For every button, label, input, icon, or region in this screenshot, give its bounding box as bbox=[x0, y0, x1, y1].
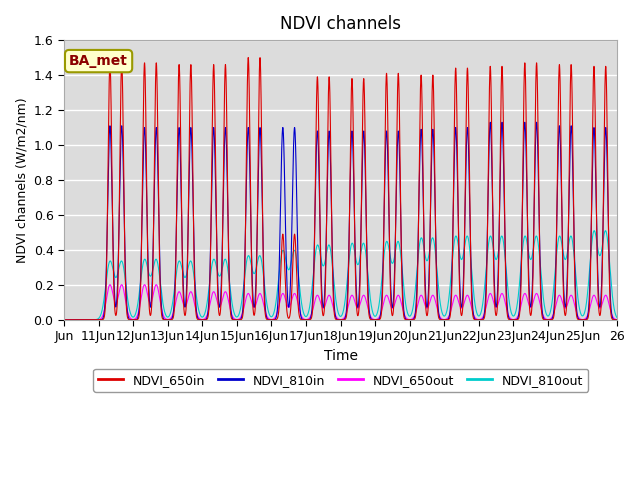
Legend: NDVI_650in, NDVI_810in, NDVI_650out, NDVI_810out: NDVI_650in, NDVI_810in, NDVI_650out, NDV… bbox=[93, 369, 588, 392]
Text: BA_met: BA_met bbox=[69, 54, 128, 68]
X-axis label: Time: Time bbox=[324, 349, 358, 363]
Y-axis label: NDVI channels (W/m2/nm): NDVI channels (W/m2/nm) bbox=[15, 97, 28, 263]
Title: NDVI channels: NDVI channels bbox=[280, 15, 401, 33]
